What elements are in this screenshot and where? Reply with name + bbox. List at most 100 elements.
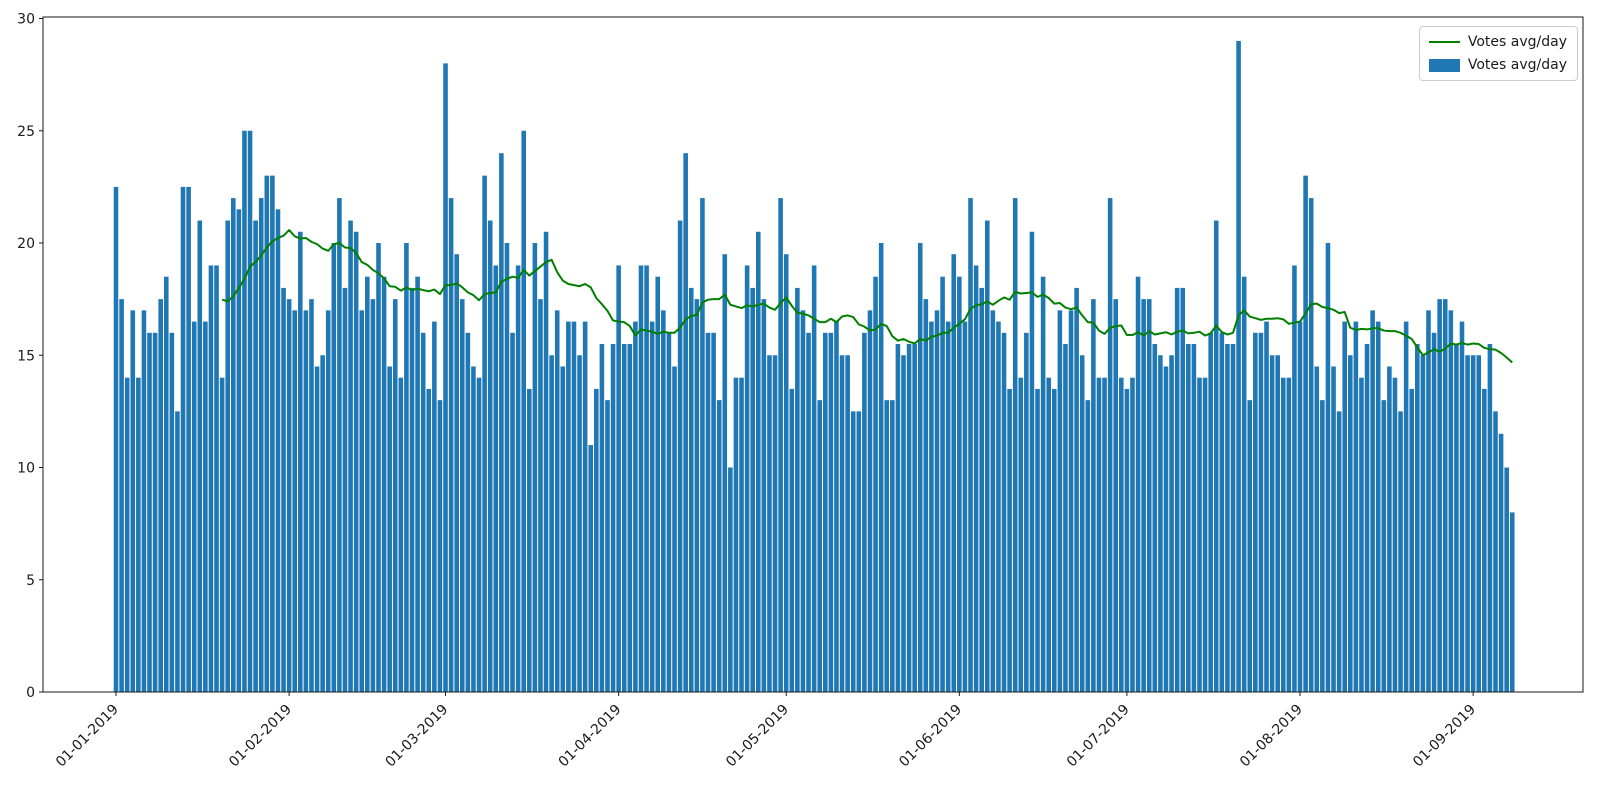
- bar: [242, 130, 247, 692]
- bar: [549, 355, 554, 692]
- bar: [124, 377, 130, 692]
- bar: [845, 355, 850, 692]
- bar: [1258, 332, 1264, 692]
- bar: [1169, 355, 1174, 692]
- bar: [1364, 344, 1370, 692]
- bar: [521, 130, 526, 692]
- bar: [370, 299, 376, 693]
- bar: [778, 198, 783, 692]
- bar: [605, 400, 610, 692]
- bar: [130, 310, 136, 692]
- bar: [487, 220, 493, 693]
- bar: [1431, 332, 1437, 692]
- bar: [1487, 344, 1493, 692]
- bar: [878, 243, 884, 692]
- y-tick-label: 20: [17, 236, 35, 252]
- bar: [1482, 388, 1487, 692]
- bar: [1107, 198, 1113, 692]
- bar: [197, 220, 203, 693]
- bar: [532, 243, 538, 692]
- bar: [990, 310, 996, 692]
- bar: [1079, 355, 1085, 692]
- bar: [1426, 310, 1431, 692]
- bar: [1442, 299, 1448, 693]
- bar: [476, 377, 482, 692]
- bar: [1470, 355, 1476, 692]
- bar: [1292, 265, 1297, 692]
- bar: [1057, 310, 1063, 692]
- bar: [672, 366, 677, 692]
- bar: [823, 332, 828, 692]
- bar: [270, 175, 275, 692]
- bar: [683, 153, 688, 692]
- bar: [1046, 377, 1051, 692]
- bar: [337, 198, 342, 692]
- x-tick-label: 01-07-2019: [1064, 702, 1133, 771]
- bar: [527, 388, 532, 692]
- bar: [303, 310, 309, 692]
- bar: [286, 299, 292, 693]
- bar: [264, 175, 270, 692]
- bar: [588, 445, 594, 692]
- bar: [1493, 411, 1498, 693]
- bar: [1336, 411, 1342, 693]
- bar: [1381, 400, 1387, 692]
- bar: [409, 287, 415, 692]
- bar: [314, 366, 320, 692]
- bar: [1253, 332, 1258, 692]
- bar: [119, 299, 124, 693]
- bar: [147, 332, 152, 692]
- bar: [225, 220, 230, 693]
- bar: [1096, 377, 1102, 692]
- bar: [711, 332, 716, 692]
- bar: [1124, 388, 1130, 692]
- bar: [951, 254, 957, 693]
- bar: [1241, 276, 1247, 692]
- bar: [459, 299, 465, 693]
- bar: [219, 377, 225, 692]
- x-tick-label: 01-04-2019: [556, 702, 625, 771]
- bar: [482, 175, 487, 692]
- legend-label: Votes avg/day: [1467, 34, 1567, 50]
- bar: [1342, 321, 1347, 692]
- bar: [376, 243, 381, 692]
- bar: [1197, 377, 1202, 692]
- bar: [320, 355, 325, 692]
- bar: [1068, 310, 1074, 692]
- bar: [538, 299, 543, 693]
- legend-patch-swatch: [1428, 58, 1460, 72]
- bar: [398, 377, 404, 692]
- bar: [688, 287, 694, 692]
- bar: [1454, 344, 1459, 692]
- bar: [1476, 355, 1482, 692]
- bar: [901, 355, 906, 692]
- bar: [448, 198, 454, 692]
- bar: [515, 265, 521, 692]
- bar: [633, 321, 638, 692]
- bar: [571, 321, 577, 692]
- bar: [923, 299, 929, 693]
- bar: [644, 265, 649, 692]
- y-tick-label: 5: [26, 573, 35, 589]
- y-tick-label: 10: [17, 461, 35, 477]
- bar: [1437, 299, 1442, 693]
- bar: [420, 332, 426, 692]
- bar: [493, 265, 499, 692]
- bar: [136, 377, 141, 692]
- bar: [940, 276, 945, 692]
- bar: [1024, 332, 1029, 692]
- bar: [454, 254, 459, 693]
- bar: [1158, 355, 1163, 692]
- bar: [253, 220, 258, 693]
- bar: [594, 388, 599, 692]
- line-swatch-icon: [1428, 41, 1460, 43]
- bar: [152, 332, 158, 692]
- bar: [510, 332, 515, 692]
- bar: [404, 243, 409, 692]
- bar: [1119, 377, 1124, 692]
- bar: [1163, 366, 1169, 692]
- bar: [1275, 355, 1280, 692]
- bar: [1074, 287, 1079, 692]
- bar: [437, 400, 443, 692]
- bar: [214, 265, 219, 692]
